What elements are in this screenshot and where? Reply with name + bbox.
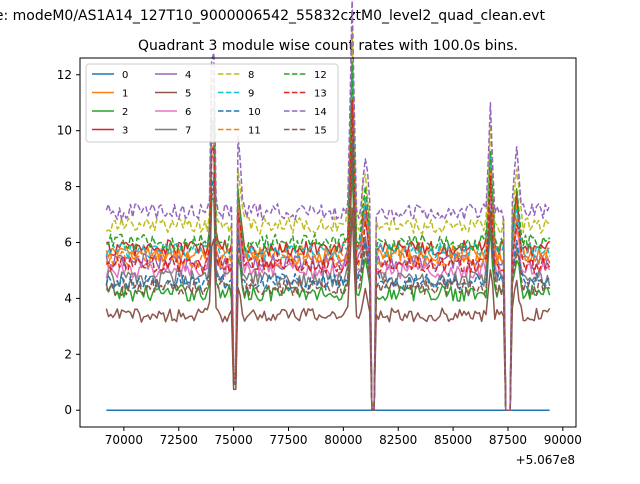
series-line-9 — [105, 71, 551, 411]
suptitle: ata file: modeM0/AS1A14_127T10_900000654… — [0, 8, 545, 24]
x-tick-label: 80000 — [324, 433, 362, 447]
legend-label-3: 3 — [122, 126, 128, 137]
legend-label-10: 10 — [248, 107, 261, 118]
legend-label-11: 11 — [248, 126, 261, 137]
legend-label-7: 7 — [185, 126, 191, 137]
y-tick-label: 10 — [57, 124, 72, 138]
legend-box — [85, 63, 339, 143]
y-tick-label: 2 — [64, 347, 72, 361]
series-line-12 — [105, 61, 551, 411]
y-tick-label: 0 — [64, 403, 72, 417]
legend-label-0: 0 — [122, 70, 128, 81]
legend-label-8: 8 — [248, 70, 254, 81]
legend-label-13: 13 — [314, 89, 327, 100]
legend-label-9: 9 — [248, 89, 254, 100]
series-line-8 — [105, 26, 550, 411]
series-line-15 — [105, 146, 551, 411]
axes-layer: 70000 72500 75000 77500 80000 82500 85000 87500… — [57, 57, 582, 447]
legend-label-1: 1 — [122, 89, 128, 100]
chart-title: Quadrant 3 module wise count rates with … — [138, 38, 518, 54]
x-tick-label: 85000 — [434, 433, 472, 447]
y-tick-label: 8 — [64, 180, 72, 194]
series-layer — [105, 0, 551, 411]
x-tick-label: 87500 — [489, 433, 527, 447]
x-tick-label: 75000 — [215, 433, 253, 447]
legend-label-15: 15 — [314, 126, 327, 137]
series-line-1 — [105, 78, 550, 411]
x-offset-label: +5.067e8 — [516, 453, 575, 467]
legend-label-2: 2 — [122, 107, 128, 118]
series-line-14 — [105, 0, 551, 411]
series-line-5 — [105, 207, 551, 411]
y-tick-label: 4 — [64, 291, 72, 305]
x-tick-label: 90000 — [544, 433, 582, 447]
legend-label-4: 4 — [185, 70, 191, 81]
x-tick-label: 72500 — [160, 433, 198, 447]
y-tick-label: 12 — [57, 68, 72, 82]
legend-label-6: 6 — [185, 107, 191, 118]
series-line-11 — [105, 88, 551, 411]
series-line-13 — [105, 99, 551, 411]
legend-label-14: 14 — [314, 107, 327, 118]
x-tick-label: 77500 — [269, 433, 307, 447]
series-line-7 — [105, 130, 551, 411]
series-line-10 — [105, 143, 551, 411]
y-tick-label: 6 — [64, 236, 72, 250]
legend-label-5: 5 — [185, 89, 191, 100]
series-line-2 — [105, 168, 551, 411]
x-tick-label: 82500 — [379, 433, 417, 447]
legend-label-12: 12 — [314, 70, 327, 81]
x-tick-label: 70000 — [105, 433, 143, 447]
